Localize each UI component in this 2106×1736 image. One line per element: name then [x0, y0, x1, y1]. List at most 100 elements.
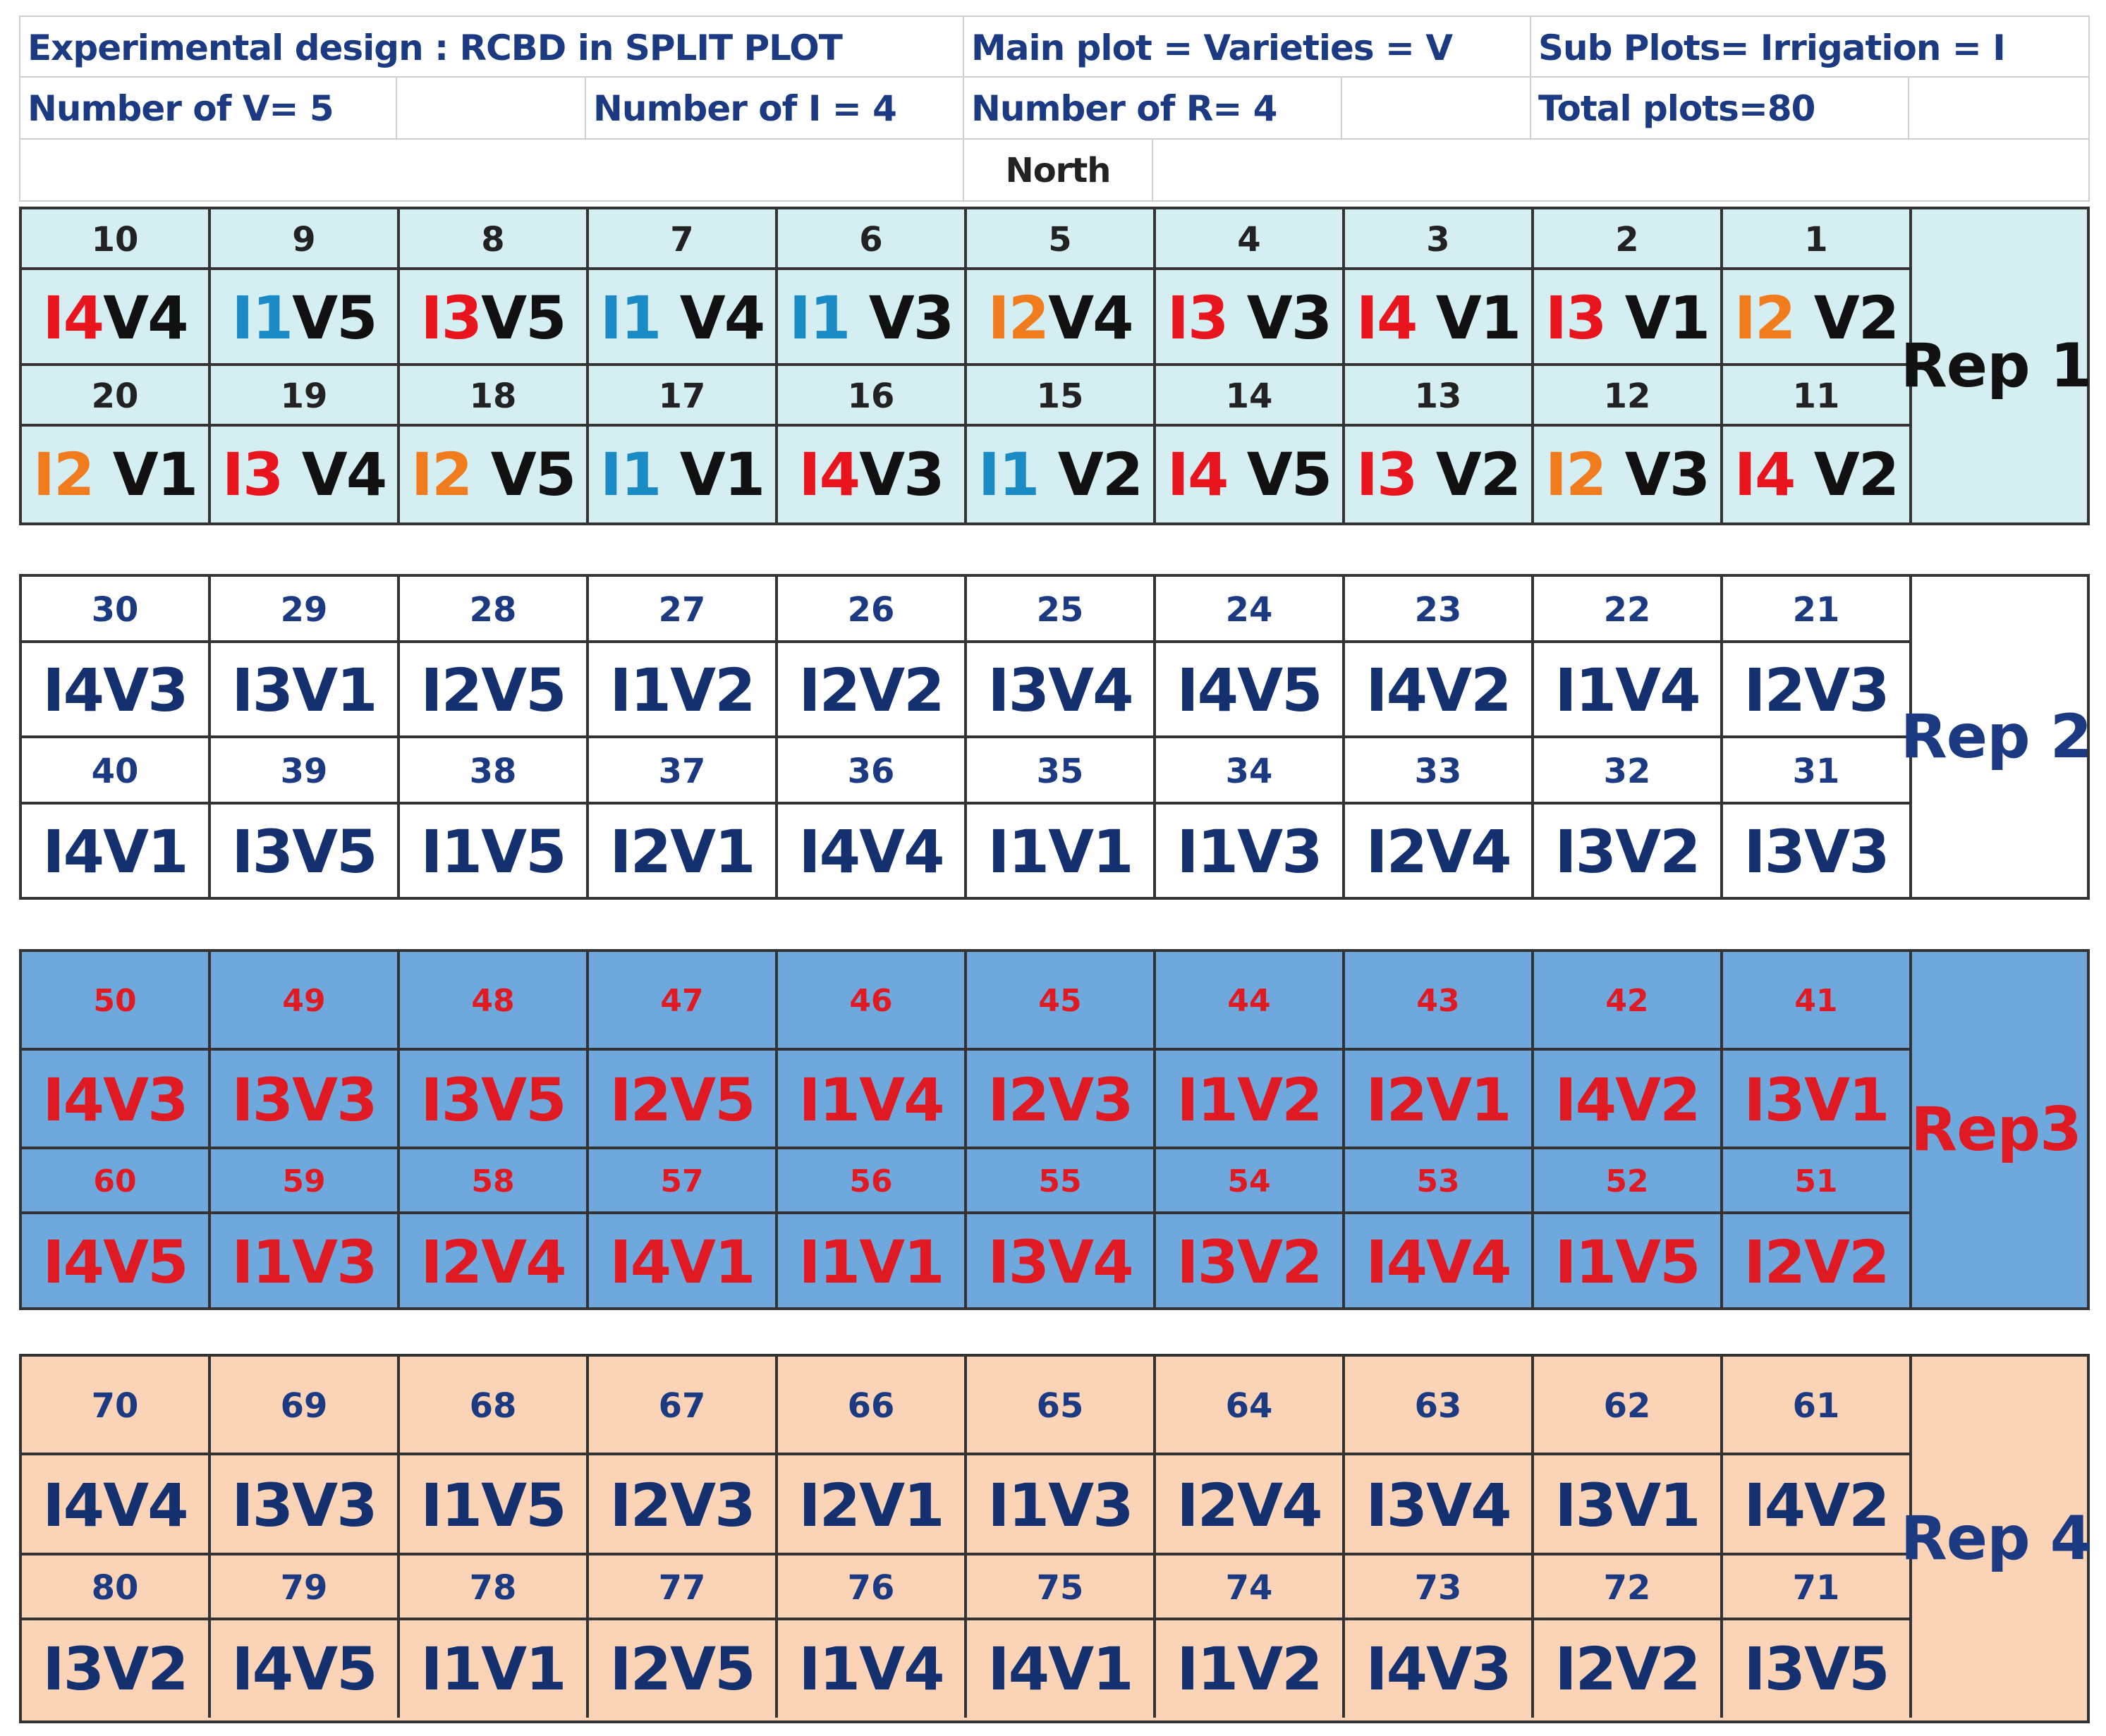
plot-number-row: 20 19 18 17 16 15 14 13 12 11 [22, 366, 1912, 427]
treatment-cell: I4V3 [22, 1051, 211, 1149]
treatment-cell: I3 V4 [211, 427, 400, 522]
treatment-cell: I3V3 [1723, 805, 1912, 900]
design-title: Experimental design : RCBD in SPLIT PLOT [19, 16, 964, 78]
plot-number: 27 [589, 577, 778, 643]
treatment-row: I4V1 I3V5 I1V5 I2V1 I4V4 I1V1 I1V3 I2V4 … [22, 805, 1912, 900]
treatment-cell: I2V4 [967, 270, 1156, 366]
treatment-cell: I1V5 [400, 1455, 589, 1555]
rep-label: Rep3 [1911, 1094, 2082, 1165]
plot-number-row: 50 49 48 47 46 45 44 43 42 41 [22, 952, 1912, 1051]
treatment-cell: I1V5 [400, 805, 589, 900]
plot-number: 74 [1156, 1555, 1345, 1620]
irrigation-level: I1 [789, 283, 851, 353]
plot-number: 36 [778, 738, 967, 805]
plot-number: 25 [967, 577, 1156, 643]
variety-level: V4 [1048, 283, 1133, 353]
treatment-cell: I3 V3 [1156, 270, 1345, 366]
treatment-cell: I2V5 [589, 1620, 778, 1718]
plot-number: 22 [1534, 577, 1723, 643]
plot-number: 11 [1723, 366, 1912, 427]
variety-level: V5 [292, 283, 377, 353]
treatment-cell: I1V2 [589, 643, 778, 738]
treatment-cell: I3V5 [400, 270, 589, 366]
plot-number: 5 [967, 209, 1156, 270]
plot-number: 10 [22, 209, 211, 270]
header-empty-cell [1909, 78, 2090, 140]
plot-number: 51 [1723, 1149, 1912, 1214]
treatment-cell: I2 V5 [400, 427, 589, 522]
plot-number: 64 [1156, 1357, 1345, 1455]
plot-number: 16 [778, 366, 967, 427]
plot-number: 72 [1534, 1555, 1723, 1620]
treatment-cell: I4V5 [22, 1214, 211, 1310]
plot-number: 3 [1345, 209, 1534, 270]
treatment-cell: I1 V3 [778, 270, 967, 366]
plot-number: 4 [1156, 209, 1345, 270]
treatment-cell: I1V3 [211, 1214, 400, 1310]
treatment-cell: I4V3 [778, 427, 967, 522]
plot-number: 57 [589, 1149, 778, 1214]
treatment-cell: I1 V2 [967, 427, 1156, 522]
irrigation-level: I3 [1356, 440, 1418, 509]
plot-number: 50 [22, 952, 211, 1051]
plot-number: 44 [1156, 952, 1345, 1051]
irrigation-level: I4 [1734, 440, 1796, 509]
irrigation-level: I2 [987, 283, 1049, 353]
plot-number: 52 [1534, 1149, 1723, 1214]
treatment-cell: I1 V4 [589, 270, 778, 366]
treatment-cell: I3V1 [1723, 1051, 1912, 1149]
irrigation-level: I2 [1545, 440, 1607, 509]
variety-level: V4 [103, 283, 188, 353]
irrigation-level: I1 [599, 440, 662, 509]
treatment-cell: I2V2 [778, 643, 967, 738]
plot-number: 38 [400, 738, 589, 805]
treatment-cell: I4V5 [1156, 643, 1345, 738]
plot-number: 37 [589, 738, 778, 805]
treatment-cell: I3V4 [967, 1214, 1156, 1310]
plot-number: 46 [778, 952, 967, 1051]
irrigation-level: I4 [1167, 440, 1229, 509]
plot-number: 41 [1723, 952, 1912, 1051]
plot-number: 28 [400, 577, 589, 643]
treatment-cell: I3V4 [967, 643, 1156, 738]
treatment-cell: I1 V1 [589, 427, 778, 522]
plot-number: 66 [778, 1357, 967, 1455]
treatment-cell: I2V5 [589, 1051, 778, 1149]
treatment-cell: I1V5 [211, 270, 400, 366]
plot-number: 80 [22, 1555, 211, 1620]
variety-level: V1 [660, 440, 765, 509]
north-label: North [964, 140, 1153, 202]
treatment-cell: I3V2 [22, 1620, 211, 1718]
treatment-cell: I2V2 [1534, 1620, 1723, 1718]
plot-number: 21 [1723, 577, 1912, 643]
plot-number: 29 [211, 577, 400, 643]
design-header: Experimental design : RCBD in SPLIT PLOT… [19, 16, 2090, 202]
header-empty-cell [1342, 78, 1531, 140]
sub-plots-label: Sub Plots= Irrigation = I [1531, 16, 2090, 78]
treatment-cell: I2 V2 [1723, 270, 1912, 366]
treatment-cell: I1V5 [1534, 1214, 1723, 1310]
treatment-cell: I1V3 [967, 1455, 1156, 1555]
variety-level: V5 [481, 283, 566, 353]
plot-number: 63 [1345, 1357, 1534, 1455]
treatment-cell: I1V1 [967, 805, 1156, 900]
plot-number: 56 [778, 1149, 967, 1214]
treatment-row: I4V4 I3V3 I1V5 I2V3 I2V1 I1V3 I2V4 I3V4 … [22, 1455, 1912, 1555]
variety-level: V3 [849, 283, 954, 353]
plot-number: 45 [967, 952, 1156, 1051]
plot-number: 19 [211, 366, 400, 427]
treatment-cell: I3 V2 [1345, 427, 1534, 522]
plot-number: 17 [589, 366, 778, 427]
plot-number: 58 [400, 1149, 589, 1214]
plot-number: 55 [967, 1149, 1156, 1214]
num-reps: Number of R= 4 [964, 78, 1342, 140]
plot-number: 18 [400, 366, 589, 427]
treatment-cell: I3V4 [1345, 1455, 1534, 1555]
plot-number: 78 [400, 1555, 589, 1620]
treatment-cell: I2V4 [1156, 1455, 1345, 1555]
header-empty-cell [1153, 140, 2090, 202]
treatment-row: I4V3 I3V3 I3V5 I2V5 I1V4 I2V3 I1V2 I2V1 … [22, 1051, 1912, 1149]
treatment-cell: I1V3 [1156, 805, 1345, 900]
treatment-cell: I2V4 [1345, 805, 1534, 900]
irrigation-level: I4 [798, 440, 860, 509]
